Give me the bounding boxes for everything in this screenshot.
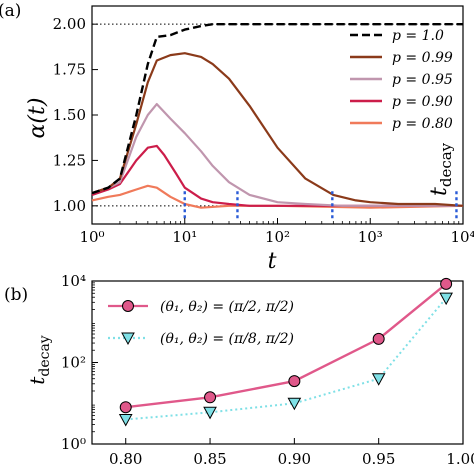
annotation-sub: decay [437,142,455,187]
legend-label: (θ₁, θ₂) = (π/8, π/2) [160,331,294,347]
data-point [204,391,217,404]
x-tick-label: 0.80 [109,450,142,468]
x-tick-label: 10³ [358,228,383,246]
series-line [91,52,464,207]
data-point [439,292,453,306]
x-tick-label: 0.95 [362,450,395,468]
y-tick-label: 10⁰ [61,435,86,453]
series-line [125,297,447,421]
panel-a-y-axis-label: α(t) [25,98,50,139]
legend-marker [121,332,135,346]
annotation-base: t [427,187,452,196]
legend-label: (θ₁, θ₂) = (π/2, π/2) [160,299,294,315]
panel-b: (b) 0.80 0.85 0.90 0.95 1.00 10⁰ 10² 10⁴ tdeca… [4,272,474,468]
data-point [119,401,132,414]
panel-a-decay-markers [183,191,458,219]
panel-a-annotation: tdecay [427,142,455,196]
y-tick-label: 1.00 [53,197,86,215]
panel-a-x-ticks: 10⁰ 10¹ 10² 10³ 10⁴ [79,218,474,246]
series-line [91,144,463,207]
panel-b-y-axis-label: tdecay [25,335,53,384]
data-point [288,375,301,388]
data-point [287,397,302,411]
legend-label: p = 0.99 [392,50,453,66]
x-tick-label: 10² [265,228,290,246]
series-line [91,103,463,207]
x-tick-label: 10⁴ [450,228,474,246]
y-tick-label: 10⁴ [61,272,86,290]
legend-label: p = 0.80 [392,116,453,132]
y-tick-label: 1.25 [53,151,86,169]
panel-b-legend: (θ₁, θ₂) = (π/2, π/2) (θ₁, θ₂) = (π/8, π/… [108,299,294,347]
panel-a-y-ticks: 1.00 1.25 1.50 1.75 2.00 [53,15,98,215]
legend-label: p = 0.95 [392,72,453,88]
panel-b-label: (b) [4,285,28,305]
panel-a-label: (a) [0,1,21,21]
y-tick-label: 1.75 [53,61,86,79]
panel-b-y-ticks: 10⁰ 10² 10⁴ [61,272,98,453]
panel-a-x-axis-label: t [268,249,277,274]
data-point [440,277,453,290]
y-label-sub: decay [37,335,53,376]
panel-a-legend: p = 1.0 p = 0.99 p = 0.95 p = 0.90 p = 0.80 [350,28,453,132]
legend-marker [122,300,134,312]
series-line [91,23,463,195]
panel-b-series [118,277,453,427]
legend-label: p = 1.0 [392,28,444,44]
y-tick-label: 2.00 [53,15,86,33]
data-point [118,413,133,427]
legend-label: p = 0.90 [392,94,453,110]
y-label-base: t [25,376,49,385]
x-tick-label: 10¹ [172,228,197,246]
data-point [372,332,385,345]
panel-a-series [91,23,464,209]
panel-a: (a) 10⁰ 10¹ 10² 10³ 10⁴ 1.00 1.25 1.50 1.75 2.00… [0,1,474,274]
x-tick-label: 10⁰ [79,228,104,246]
y-tick-label: 1.50 [53,106,86,124]
y-tick-label: 10² [61,354,86,372]
x-tick-label: 0.90 [278,450,311,468]
data-point [371,373,386,386]
data-point [203,406,217,420]
x-tick-label: 0.85 [193,450,226,468]
panel-b-x-ticks: 0.80 0.85 0.90 0.95 1.00 [109,438,474,468]
x-tick-label: 1.00 [446,450,474,468]
